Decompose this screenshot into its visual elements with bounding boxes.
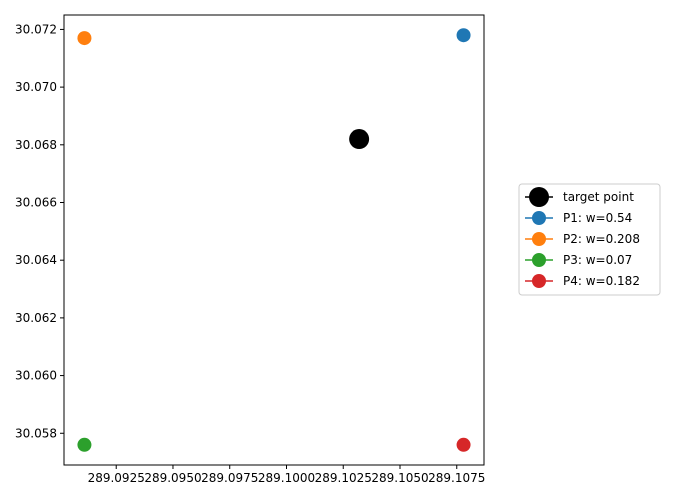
legend-marker [532,232,546,246]
plot-area [77,28,471,452]
x-axis: 289.0925 289.0950 289.0975 289.1000 289.1025… [88,465,485,485]
y-tick-label: 30.062 [15,311,57,325]
x-tick-label: 289.1075 [428,471,485,485]
y-tick-label: 30.064 [15,253,57,267]
x-tick-label: 289.0950 [144,471,201,485]
x-tick-label: 289.0975 [201,471,258,485]
axes-frame [63,14,485,466]
x-tick-label: 289.1025 [315,471,372,485]
legend-label: P2: w=0.208 [563,232,640,246]
point-series-4 [456,437,471,452]
legend-box [518,183,661,296]
y-tick-label: 30.060 [15,369,57,383]
y-tick-label: 30.072 [15,22,57,36]
legend-label: P4: w=0.182 [563,274,640,288]
y-tick-label: 30.070 [15,80,57,94]
point-series-1 [456,28,471,43]
point-series-0 [349,129,370,150]
legend-marker [532,253,546,267]
legend-marker [529,187,549,207]
legend-label: P3: w=0.07 [563,253,632,267]
y-axis: 30.058 30.060 30.062 30.064 30.066 30.068 30.0… [15,22,64,440]
legend-marker [532,274,546,288]
y-tick-label: 30.058 [15,426,57,440]
legend-marker [532,211,546,225]
legend-label: P1: w=0.54 [563,211,632,225]
x-tick-label: 289.1050 [371,471,428,485]
x-tick-label: 289.0925 [88,471,145,485]
legend-label: target point [563,190,634,204]
point-series-2 [77,31,92,46]
x-tick-label: 289.1000 [258,471,315,485]
legend: target point P1: w=0.54 P2: w=0.208 P3: w=0… [518,183,661,296]
y-tick-label: 30.068 [15,138,57,152]
point-series-3 [77,437,92,452]
y-tick-label: 30.066 [15,196,57,210]
